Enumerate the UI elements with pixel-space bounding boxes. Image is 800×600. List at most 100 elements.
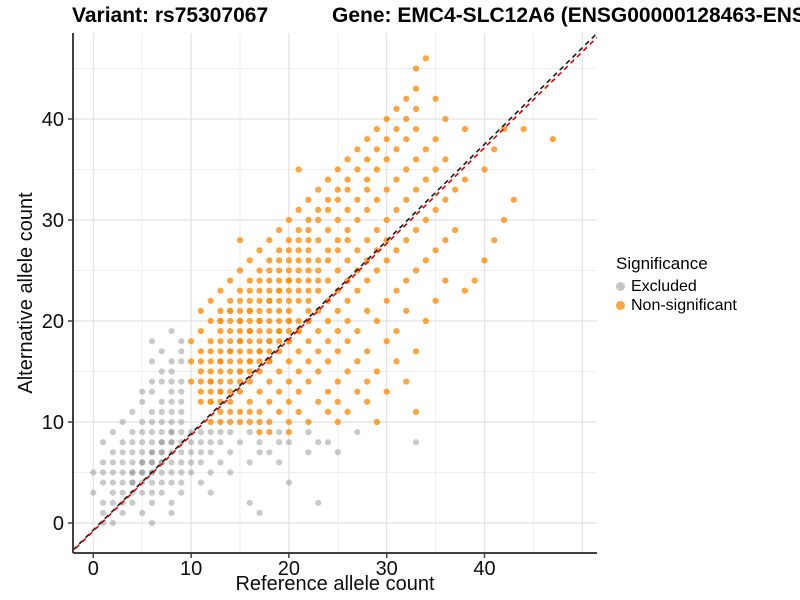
data-point-excluded: [148, 449, 156, 456]
data-point-non-significant: [256, 277, 263, 284]
data-point-excluded: [178, 358, 185, 365]
data-point-excluded: [109, 519, 116, 527]
data-point-non-significant: [207, 388, 214, 395]
data-point-non-significant: [432, 206, 439, 213]
data-point-non-significant: [246, 368, 253, 375]
data-point-excluded: [246, 429, 253, 436]
data-point-excluded: [168, 429, 175, 436]
data-point-excluded: [412, 439, 420, 446]
data-point-excluded: [129, 429, 136, 436]
data-point-non-significant: [354, 146, 361, 153]
x-tick-label: 40: [473, 558, 495, 580]
data-point-non-significant: [305, 257, 312, 264]
data-point-excluded: [236, 439, 244, 446]
data-point-non-significant: [285, 297, 292, 304]
data-point-excluded: [256, 449, 263, 456]
data-point-non-significant: [344, 227, 351, 234]
data-point-non-significant: [295, 368, 302, 375]
data-point-non-significant: [373, 196, 381, 203]
data-point-excluded: [197, 459, 204, 466]
data-point-excluded: [148, 519, 156, 527]
data-point-non-significant: [236, 328, 244, 335]
data-point-excluded: [90, 469, 97, 476]
data-point-excluded: [168, 388, 175, 395]
data-point-non-significant: [364, 237, 371, 244]
data-point-non-significant: [285, 267, 292, 274]
data-point-non-significant: [305, 358, 312, 365]
data-point-non-significant: [197, 358, 204, 365]
data-point-excluded: [109, 469, 116, 476]
data-point-non-significant: [334, 307, 341, 314]
data-point-non-significant: [364, 277, 371, 284]
data-point-excluded: [119, 489, 126, 496]
data-point-non-significant: [266, 267, 273, 274]
data-point-non-significant: [305, 216, 312, 224]
data-point-non-significant: [334, 328, 341, 335]
data-point-non-significant: [491, 237, 498, 244]
data-point-non-significant: [295, 166, 302, 173]
data-point-non-significant: [383, 388, 390, 395]
data-point-non-significant: [295, 247, 302, 254]
data-point-excluded: [324, 439, 332, 446]
data-point-excluded: [305, 449, 312, 456]
data-point-excluded: [197, 429, 204, 436]
data-point-excluded: [158, 479, 165, 486]
data-point-non-significant: [285, 247, 292, 254]
data-point-non-significant: [295, 206, 302, 213]
data-point-excluded: [158, 469, 165, 476]
data-point-excluded: [197, 439, 204, 446]
data-point-excluded: [178, 398, 185, 405]
data-point-non-significant: [334, 398, 341, 405]
legend-item-nonsignificant: Non-significant: [616, 296, 737, 315]
data-point-non-significant: [412, 85, 420, 92]
data-point-non-significant: [364, 176, 371, 183]
data-point-non-significant: [246, 408, 253, 415]
data-point-excluded: [217, 429, 224, 436]
data-point-non-significant: [334, 247, 341, 254]
data-point-non-significant: [246, 317, 253, 325]
legend-title: Significance: [616, 254, 708, 273]
data-point-excluded: [197, 479, 204, 486]
data-point-non-significant: [305, 338, 312, 345]
data-point-excluded: [109, 479, 116, 486]
data-point-non-significant: [412, 408, 420, 415]
data-point-non-significant: [364, 136, 371, 143]
data-point-non-significant: [315, 287, 322, 294]
data-point-excluded: [129, 408, 136, 415]
data-point-excluded: [139, 398, 146, 405]
data-point-excluded: [178, 479, 185, 486]
data-point-excluded: [168, 439, 175, 446]
data-point-non-significant: [432, 297, 439, 304]
data-point-excluded: [158, 439, 165, 446]
data-point-excluded: [266, 449, 273, 456]
data-point-non-significant: [344, 186, 351, 193]
data-point-excluded: [139, 509, 146, 516]
data-point-excluded: [148, 449, 156, 456]
data-point-non-significant: [256, 418, 263, 426]
data-point-non-significant: [354, 216, 361, 224]
data-point-non-significant: [315, 398, 322, 405]
data-point-non-significant: [266, 317, 273, 325]
data-point-excluded: [158, 489, 165, 496]
data-point-non-significant: [403, 307, 410, 314]
data-point-non-significant: [383, 115, 390, 123]
data-point-excluded: [139, 449, 146, 456]
data-point-non-significant: [197, 388, 204, 395]
data-point-non-significant: [324, 358, 332, 365]
data-point-non-significant: [197, 348, 204, 355]
data-point-non-significant: [207, 338, 214, 345]
data-point-non-significant: [236, 287, 244, 294]
data-point-excluded: [354, 429, 361, 436]
data-point-non-significant: [422, 317, 429, 325]
data-point-non-significant: [324, 277, 332, 284]
data-point-non-significant: [432, 95, 439, 102]
data-point-non-significant: [256, 328, 263, 335]
data-point-excluded: [246, 499, 253, 506]
legend-item-label: Non-significant: [631, 297, 737, 314]
data-point-excluded: [129, 469, 136, 476]
data-point-excluded: [99, 469, 107, 476]
data-point-non-significant: [315, 237, 322, 244]
data-point-non-significant: [207, 398, 214, 405]
data-point-non-significant: [442, 277, 449, 284]
data-point-non-significant: [344, 257, 351, 264]
